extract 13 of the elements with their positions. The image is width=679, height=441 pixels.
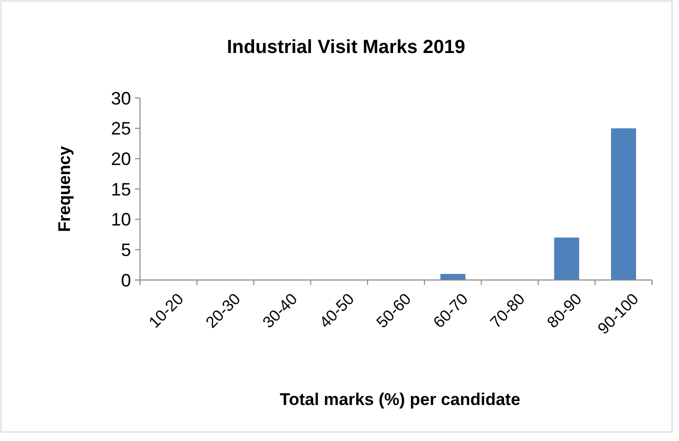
y-tick-label: 20 — [110, 148, 131, 169]
x-axis-title: Total marks (%) per candidate — [280, 390, 520, 409]
bar — [440, 274, 466, 280]
bar — [554, 238, 580, 280]
y-tick-label: 0 — [120, 270, 131, 290]
chart-title: Industrial Visit Marks 2019 — [226, 37, 466, 58]
y-tick-label: 5 — [120, 240, 131, 260]
y-tick-label: 10 — [110, 210, 131, 230]
y-axis-title: Frequency — [55, 145, 74, 232]
y-tick-label: 25 — [110, 118, 131, 139]
bar — [611, 128, 636, 280]
y-tick-label: 15 — [110, 179, 131, 200]
y-tick-label: 30 — [110, 88, 131, 108]
